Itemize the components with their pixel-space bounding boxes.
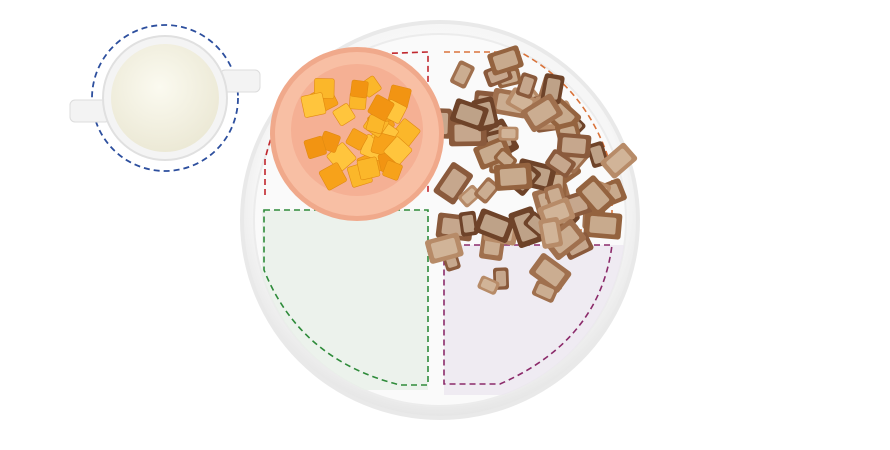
cracker-piece — [600, 142, 638, 179]
cracker-top — [430, 237, 458, 259]
bowl — [270, 47, 444, 221]
cracker-piece — [458, 210, 479, 237]
cracker-piece — [493, 162, 533, 191]
cracker-top — [535, 283, 555, 299]
crackers — [425, 45, 638, 303]
cracker-piece — [458, 184, 482, 208]
cracker-piece — [474, 177, 500, 204]
peach-cube — [382, 160, 403, 181]
peach-cube — [367, 94, 395, 122]
cracker-piece — [433, 162, 473, 205]
cracker-top — [492, 50, 519, 71]
peach-cube — [345, 128, 368, 151]
cracker-top — [582, 181, 610, 210]
cracker-piece — [498, 126, 519, 141]
cracker-top — [478, 181, 496, 200]
cracker-piece — [545, 149, 576, 178]
cracker-piece — [520, 93, 563, 133]
cracker-piece — [449, 98, 489, 131]
cracker-top — [454, 64, 471, 85]
peach-cube — [356, 156, 381, 181]
peach-cube — [383, 136, 413, 165]
peach-cube — [332, 103, 356, 126]
cracker-top — [606, 148, 632, 173]
cracker-piece — [450, 60, 475, 89]
cracker-top — [549, 153, 572, 174]
cracker-top — [589, 215, 617, 235]
cracker-top — [501, 128, 516, 139]
cracker-top — [440, 168, 467, 198]
cracker-top — [542, 221, 559, 244]
cracker-top — [510, 92, 533, 112]
cracker-top — [480, 278, 497, 292]
cracker-top — [561, 137, 587, 154]
cracker-piece — [556, 132, 592, 159]
quadrant-purple — [443, 244, 613, 385]
cracker-piece — [583, 210, 623, 240]
cracker-top — [480, 214, 509, 238]
cracker-piece — [531, 280, 559, 303]
cracker-top — [527, 100, 557, 126]
cracker-piece — [487, 45, 524, 76]
cracker-top — [461, 188, 478, 204]
cracker-piece — [538, 216, 564, 249]
cracker-top — [462, 214, 475, 233]
peach-cube — [318, 162, 347, 191]
cracker-piece — [425, 232, 464, 264]
cracker-top — [519, 76, 534, 95]
peaches — [300, 75, 421, 191]
quadrant-green — [263, 209, 429, 386]
cracker-top — [497, 151, 514, 167]
cracker-piece — [477, 275, 500, 295]
cracker-piece — [529, 253, 572, 293]
cracker-piece — [575, 175, 616, 217]
cracker-top — [455, 103, 483, 126]
quadrant-red — [264, 51, 429, 195]
cracker-piece — [473, 208, 515, 243]
cup — [69, 24, 261, 172]
cracker-top — [535, 259, 565, 287]
cracker-top — [499, 167, 527, 186]
peach-cube — [300, 92, 327, 118]
cracker-top — [590, 145, 605, 164]
peach-cube — [350, 79, 369, 99]
peach-cube — [303, 135, 327, 159]
